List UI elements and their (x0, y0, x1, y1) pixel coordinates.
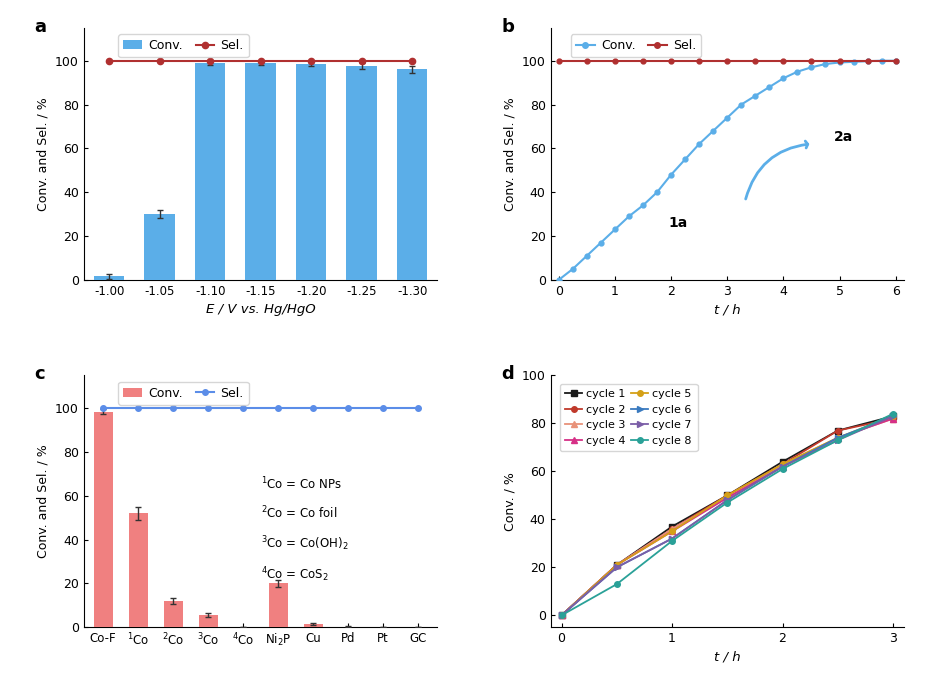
cycle 7 (721, 496, 733, 505)
cycle 2 (556, 611, 568, 620)
Y-axis label: Conv. / %: Conv. / % (503, 472, 516, 531)
Line: cycle 1: cycle 1 (559, 413, 896, 618)
Line: cycle 2: cycle 2 (559, 416, 896, 618)
cycle 2 (611, 561, 623, 569)
Bar (93, 412, 113, 627)
cycle 8 (556, 611, 568, 620)
Legend: cycle 1, cycle 2, cycle 3, cycle 4, cycle 5, cycle 6, cycle 7, cycle 8: cycle 1, cycle 2, cycle 3, cycle 4, cycl… (559, 383, 697, 451)
Bar (245, 63, 276, 279)
cycle 1 (887, 412, 898, 420)
cycle 6 (777, 462, 788, 470)
Line: cycle 7: cycle 7 (559, 413, 896, 618)
cycle 5 (611, 561, 623, 569)
cycle 5 (832, 434, 843, 442)
cycle 8 (887, 410, 898, 418)
cycle 5 (556, 611, 568, 620)
cycle 8 (832, 436, 843, 445)
cycle 6 (611, 563, 623, 572)
cycle 3 (556, 611, 568, 620)
cycle 6 (721, 496, 733, 505)
Text: b: b (501, 18, 514, 36)
cycle 3 (666, 525, 678, 533)
Bar (347, 66, 377, 279)
cycle 1 (777, 458, 788, 466)
cycle 4 (777, 462, 788, 470)
Y-axis label: Conv. and Sel. / %: Conv. and Sel. / % (36, 97, 49, 210)
Legend: Conv., Sel.: Conv., Sel. (118, 34, 249, 57)
cycle 7 (887, 412, 898, 420)
cycle 8 (666, 537, 678, 545)
cycle 4 (611, 561, 623, 569)
cycle 4 (666, 527, 678, 535)
Bar (144, 214, 175, 279)
cycle 4 (887, 415, 898, 423)
cycle 2 (721, 491, 733, 500)
cycle 7 (832, 436, 843, 445)
Y-axis label: Conv. and Sel. / %: Conv. and Sel. / % (503, 97, 516, 210)
Text: c: c (34, 365, 45, 383)
cycle 3 (721, 493, 733, 502)
cycle 3 (611, 561, 623, 569)
cycle 2 (666, 525, 678, 533)
Line: cycle 5: cycle 5 (559, 413, 896, 618)
cycle 6 (666, 535, 678, 543)
cycle 3 (777, 460, 788, 468)
Line: cycle 3: cycle 3 (559, 416, 896, 618)
cycle 1 (666, 522, 678, 530)
Bar (268, 583, 288, 627)
cycle 1 (556, 611, 568, 620)
Line: cycle 8: cycle 8 (559, 411, 896, 618)
X-axis label: E / V vs. Hg/HgO: E / V vs. Hg/HgO (206, 303, 315, 316)
cycle 7 (611, 563, 623, 572)
Bar (163, 601, 183, 627)
Bar (397, 70, 427, 279)
cycle 2 (777, 460, 788, 468)
cycle 3 (887, 415, 898, 423)
Line: cycle 4: cycle 4 (559, 416, 896, 618)
Bar (296, 64, 326, 279)
cycle 2 (832, 427, 843, 435)
Legend: Conv., Sel.: Conv., Sel. (118, 382, 249, 405)
cycle 5 (777, 460, 788, 468)
Line: cycle 6: cycle 6 (559, 413, 896, 618)
cycle 4 (721, 493, 733, 502)
cycle 1 (832, 427, 843, 435)
cycle 8 (777, 465, 788, 473)
Bar (304, 624, 322, 627)
cycle 6 (832, 434, 843, 442)
cycle 4 (556, 611, 568, 620)
Text: 2a: 2a (834, 130, 854, 144)
Text: 1a: 1a (668, 216, 688, 230)
cycle 6 (556, 611, 568, 620)
cycle 8 (721, 498, 733, 507)
Text: $^1$Co = Co NPs
$^2$Co = Co foil
$^3$Co = Co(OH)$_2$
$^4$Co = CoS$_2$: $^1$Co = Co NPs $^2$Co = Co foil $^3$Co … (261, 476, 349, 584)
Bar (94, 277, 124, 279)
cycle 7 (777, 462, 788, 470)
Y-axis label: Conv. and Sel. / %: Conv. and Sel. / % (36, 445, 49, 558)
Bar (199, 615, 218, 627)
cycle 2 (887, 415, 898, 423)
Bar (195, 63, 226, 279)
X-axis label: t / h: t / h (714, 651, 741, 664)
Text: a: a (34, 18, 47, 36)
cycle 5 (887, 412, 898, 420)
cycle 5 (666, 527, 678, 535)
cycle 5 (721, 491, 733, 500)
cycle 4 (832, 434, 843, 442)
cycle 1 (611, 561, 623, 569)
X-axis label: t / h: t / h (714, 303, 741, 316)
Bar (129, 514, 148, 627)
cycle 3 (832, 434, 843, 442)
Legend: Conv., Sel.: Conv., Sel. (571, 34, 701, 57)
cycle 7 (666, 535, 678, 543)
Text: d: d (501, 365, 514, 383)
cycle 7 (556, 611, 568, 620)
cycle 8 (611, 580, 623, 588)
cycle 1 (721, 491, 733, 500)
cycle 6 (887, 412, 898, 420)
